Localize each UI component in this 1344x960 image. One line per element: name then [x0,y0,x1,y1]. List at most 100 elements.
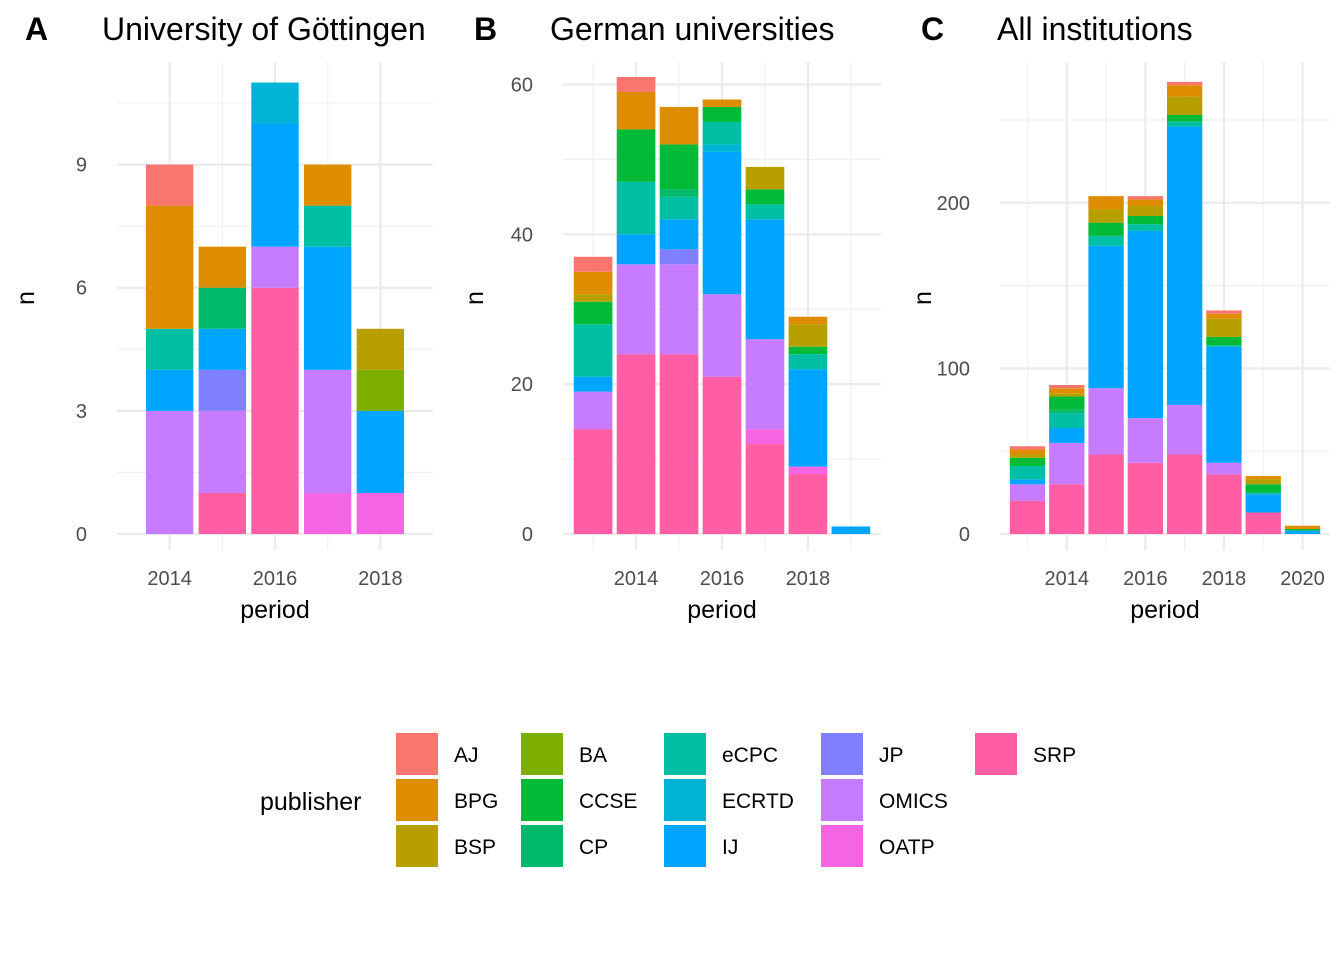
x-tick-label: 2016 [700,568,745,590]
bar-segment-OMICS [198,410,247,493]
bar-2016 [702,99,742,534]
bar-segment-CP [198,287,247,329]
panel-tag: C [921,11,944,47]
bar-segment-AJ [573,256,613,272]
bar-segment-CCSE [745,189,785,205]
bar-segment-BPG [198,246,247,288]
legend-label: BSP [454,836,496,859]
bar-segment-eCPC [1206,345,1242,347]
bar-segment-SRP [1049,484,1085,534]
legend-item-OMICS: OMICS [821,779,948,821]
panel-tag: B [474,11,497,47]
bar-segment-IJ [1284,530,1321,534]
bar-segment-OATP [356,492,405,534]
bar-segment-eCPC [573,324,613,377]
bar-segment-SRP [659,354,699,534]
bar-segment-CCSE [1245,484,1281,493]
bar-segment-SRP [616,354,656,534]
y-tick-label: 9 [76,155,87,177]
bar-segment-eCPC [1245,492,1281,495]
y-tick-label: 6 [76,278,87,300]
bar-segment-OMICS [303,369,352,493]
bar-segment-BSP [1049,393,1085,397]
legend-item-CCSE: CCSE [521,779,637,821]
bar-segment-BSP [1088,209,1124,223]
bar-segment-IJ [659,219,699,250]
bar-segment-OMICS [702,294,742,377]
bar-segment-CCSE [1284,529,1321,531]
y-tick-label: 20 [511,374,533,396]
bar-segment-BPG [616,91,656,130]
legend-label: CCSE [579,790,637,813]
bar-segment-IJ [1088,245,1124,389]
bar-2018 [356,328,405,534]
panel-title: German universities [550,11,835,47]
legend-swatch [521,733,563,775]
x-tick-label: 2014 [147,568,192,590]
bar-segment-IJ [1127,230,1164,419]
bar-segment-OMICS [251,246,299,288]
bar-2013 [573,256,613,534]
bar-segment-IJ [1245,494,1281,513]
legend-swatch [975,733,1017,775]
bar-segment-CCSE [1166,114,1203,122]
bar-segment-BSP [1009,454,1046,458]
bar-segment-CCSE [659,144,699,190]
bar-segment-BSP [745,166,785,190]
bar-segment-IJ [145,369,194,411]
bar-segment-BSP [1166,96,1203,115]
x-tick-label: 2016 [253,568,298,590]
bar-segment-SRP [702,376,742,534]
bar-segment-IJ [198,328,247,370]
bar-segment-SRP [1166,454,1203,534]
bar-segment-IJ [1009,479,1046,485]
legend-swatch [396,779,438,821]
bar-segment-IJ [1206,346,1242,463]
legend-label: eCPC [722,744,778,767]
bar-segment-BPG [145,205,194,329]
legend-swatch [396,825,438,867]
bar-segment-eCPC [788,354,828,370]
bar-segment-CP [659,189,699,197]
y-tick-label: 40 [511,224,533,246]
bar-2016 [251,82,299,534]
bar-segment-IJ [573,376,613,392]
bar-segment-AJ [1166,81,1203,86]
legend-label: OMICS [879,790,948,813]
bar-segment-IJ [616,234,656,265]
bar-segment-BSP [1206,318,1242,337]
bar-segment-IJ [303,246,352,370]
x-tick-label: 2018 [1202,568,1247,590]
bar-segment-eCPC [616,181,656,235]
x-axis-title: period [687,596,757,624]
legend-item-eCPC: eCPC [664,733,778,775]
y-tick-label: 3 [76,401,87,423]
bar-segment-OMICS [1127,418,1164,463]
bar-segment-BPG [1049,388,1085,394]
legend-swatch [521,779,563,821]
bar-segment-OMICS [659,264,699,355]
bar-segment-CCSE [1127,216,1164,225]
bar-2014 [616,76,656,534]
legend-title: publisher [260,788,361,816]
legend-swatch [396,733,438,775]
bar-segment-CCSE [788,346,828,355]
bar-segment-IJ [1166,126,1203,405]
bar-segment-CCSE [1088,222,1124,236]
bar-2015 [1088,196,1124,534]
bar-segment-SRP [573,429,613,534]
bar-segment-IJ [788,369,828,467]
bar-segment-IJ [702,151,742,295]
bar-segment-CCSE [616,129,656,182]
bar-2017 [303,164,352,534]
bar-2017 [745,166,785,534]
legend-label: JP [879,744,904,767]
bar-segment-OMICS [745,339,785,430]
bar-segment-BPG [303,164,352,206]
bar-segment-JP [659,249,699,265]
bar-2018 [1206,310,1242,534]
bar-segment-AJ [1127,196,1164,200]
panel-B: 0 20 40 60 2014 2016 2018 period n B German univer… [461,11,881,624]
legend-swatch [821,733,863,775]
